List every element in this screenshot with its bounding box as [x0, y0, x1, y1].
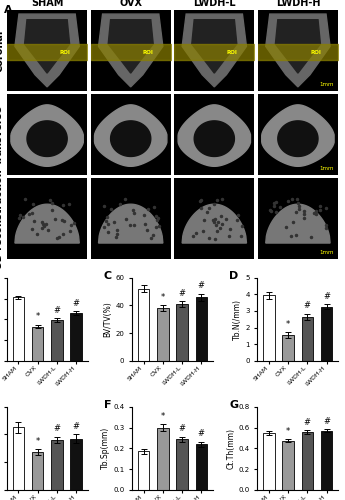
Bar: [302, 432, 313, 490]
Bar: [32, 452, 43, 490]
Polygon shape: [24, 20, 70, 73]
Text: *: *: [161, 412, 165, 421]
Polygon shape: [11, 105, 83, 166]
Bar: [13, 428, 24, 490]
Bar: [32, 326, 43, 361]
Text: ROI: ROI: [59, 50, 70, 56]
Y-axis label: Tb.N(/mm): Tb.N(/mm): [234, 299, 243, 340]
Text: D: D: [229, 271, 238, 281]
Bar: [13, 298, 24, 361]
Text: #: #: [73, 422, 80, 431]
Polygon shape: [182, 204, 246, 243]
Text: A: A: [3, 5, 12, 15]
Bar: [302, 317, 313, 361]
Text: #: #: [53, 424, 60, 434]
Bar: [196, 297, 207, 361]
Polygon shape: [278, 121, 318, 156]
Text: OVX: OVX: [119, 0, 142, 8]
Polygon shape: [27, 121, 67, 156]
Polygon shape: [178, 105, 250, 166]
Bar: [157, 428, 169, 490]
Bar: [321, 430, 332, 490]
Polygon shape: [275, 20, 321, 73]
Polygon shape: [182, 14, 246, 87]
Polygon shape: [262, 105, 334, 166]
Text: #: #: [73, 298, 80, 308]
Bar: [138, 452, 149, 490]
Bar: [176, 304, 188, 361]
Polygon shape: [15, 204, 79, 243]
Bar: [70, 313, 82, 361]
Polygon shape: [266, 204, 330, 243]
Text: #: #: [304, 418, 311, 427]
Polygon shape: [194, 121, 234, 156]
Polygon shape: [111, 121, 151, 156]
Bar: [263, 295, 275, 361]
Text: C: C: [104, 271, 112, 281]
Bar: [51, 320, 63, 361]
Text: *: *: [286, 320, 290, 329]
Polygon shape: [192, 20, 237, 73]
Text: #: #: [179, 289, 186, 298]
Polygon shape: [99, 14, 163, 87]
Bar: [196, 444, 207, 490]
Bar: [157, 308, 169, 361]
Text: *: *: [161, 293, 165, 302]
Text: F: F: [104, 400, 111, 410]
Bar: [263, 433, 275, 490]
Text: LWDH-L: LWDH-L: [193, 0, 236, 8]
Bar: [282, 440, 294, 490]
Text: 1mm: 1mm: [319, 250, 334, 255]
Y-axis label: Ct.Th(mm): Ct.Th(mm): [227, 428, 236, 469]
Polygon shape: [266, 14, 330, 87]
Polygon shape: [95, 105, 167, 166]
Y-axis label: Coronal: Coronal: [0, 30, 4, 72]
Text: SHAM: SHAM: [31, 0, 63, 8]
Text: 1mm: 1mm: [319, 166, 334, 171]
Bar: [51, 440, 63, 490]
Text: ROI: ROI: [143, 50, 154, 56]
Y-axis label: Transverse: Transverse: [0, 104, 4, 164]
Text: #: #: [323, 416, 330, 426]
Text: #: #: [53, 306, 60, 315]
Text: ROI: ROI: [310, 50, 321, 56]
Y-axis label: BV/TV(%): BV/TV(%): [104, 302, 113, 337]
Text: #: #: [304, 302, 311, 310]
Bar: [282, 335, 294, 361]
Bar: [321, 307, 332, 361]
Text: *: *: [36, 437, 40, 446]
Text: #: #: [198, 430, 205, 438]
Text: ROI: ROI: [227, 50, 237, 56]
Text: #: #: [179, 424, 186, 433]
Polygon shape: [108, 20, 153, 73]
Bar: [176, 439, 188, 490]
Text: *: *: [286, 426, 290, 436]
Text: #: #: [323, 292, 330, 301]
Bar: [138, 289, 149, 361]
Polygon shape: [15, 14, 79, 87]
Text: G: G: [229, 400, 238, 410]
Bar: [70, 439, 82, 490]
Text: #: #: [198, 282, 205, 290]
Y-axis label: 3D reconstruction: 3D reconstruction: [0, 170, 4, 268]
Polygon shape: [99, 204, 163, 243]
Text: 1mm: 1mm: [319, 82, 334, 87]
Y-axis label: Tb.Sp(mm): Tb.Sp(mm): [101, 427, 110, 470]
Text: LWDH-H: LWDH-H: [276, 0, 320, 8]
Text: *: *: [36, 312, 40, 322]
